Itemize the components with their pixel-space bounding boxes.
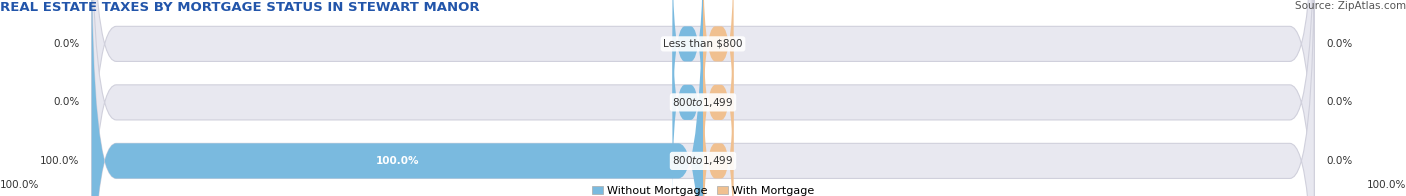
Text: 0.0%: 0.0% xyxy=(1326,97,1353,107)
Text: 0.0%: 0.0% xyxy=(53,39,80,49)
Text: 100.0%: 100.0% xyxy=(1367,181,1406,191)
FancyBboxPatch shape xyxy=(91,0,1315,196)
Text: 0.0%: 0.0% xyxy=(53,97,80,107)
Text: $800 to $1,499: $800 to $1,499 xyxy=(672,154,734,167)
Text: Source: ZipAtlas.com: Source: ZipAtlas.com xyxy=(1295,1,1406,11)
Text: 0.0%: 0.0% xyxy=(1326,39,1353,49)
FancyBboxPatch shape xyxy=(672,0,703,143)
FancyBboxPatch shape xyxy=(672,3,703,196)
Text: 0.0%: 0.0% xyxy=(1326,156,1353,166)
FancyBboxPatch shape xyxy=(91,0,1315,196)
FancyBboxPatch shape xyxy=(91,0,703,196)
FancyBboxPatch shape xyxy=(91,0,1315,196)
FancyBboxPatch shape xyxy=(703,61,734,196)
FancyBboxPatch shape xyxy=(703,3,734,196)
Text: 100.0%: 100.0% xyxy=(41,156,80,166)
Text: Less than $800: Less than $800 xyxy=(664,39,742,49)
Text: $800 to $1,499: $800 to $1,499 xyxy=(672,96,734,109)
Legend: Without Mortgage, With Mortgage: Without Mortgage, With Mortgage xyxy=(588,181,818,196)
Text: 100.0%: 100.0% xyxy=(375,156,419,166)
Text: REAL ESTATE TAXES BY MORTGAGE STATUS IN STEWART MANOR: REAL ESTATE TAXES BY MORTGAGE STATUS IN … xyxy=(0,1,479,14)
Text: 100.0%: 100.0% xyxy=(0,181,39,191)
FancyBboxPatch shape xyxy=(703,0,734,143)
